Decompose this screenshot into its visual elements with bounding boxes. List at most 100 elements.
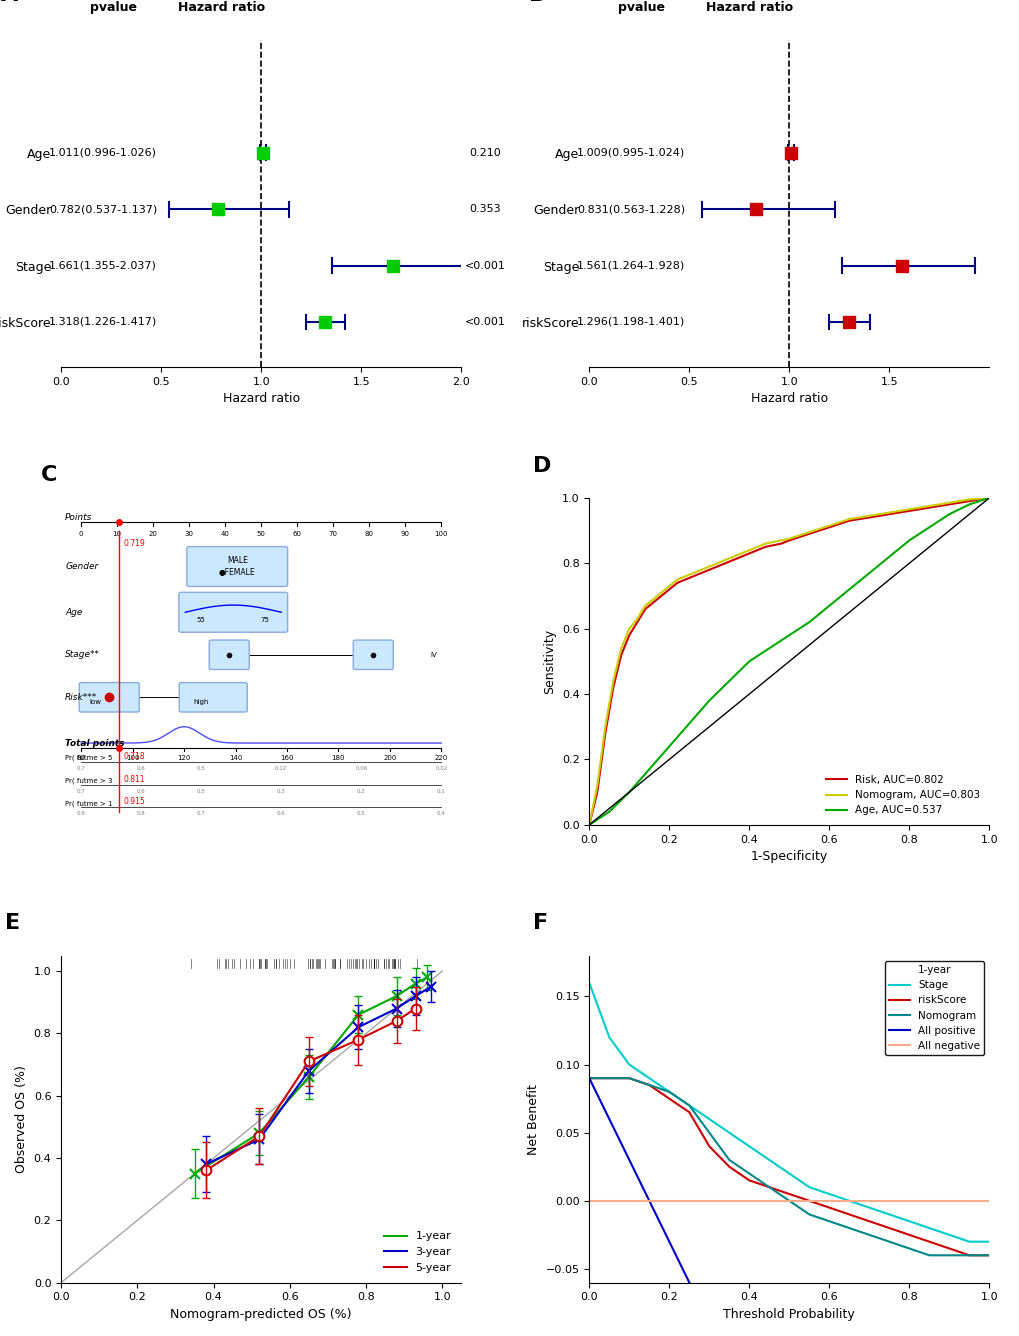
Nomogram, AUC=0.803 <box>654 585 666 601</box>
Nomogram, AUC=0.803 <box>606 673 619 689</box>
Risk, AUC=0.802 <box>718 556 731 572</box>
Text: E: E <box>5 914 20 934</box>
Text: pvalue: pvalue <box>90 0 137 13</box>
Line: Age, AUC=0.537: Age, AUC=0.537 <box>589 498 988 824</box>
Risk, AUC=0.802 <box>922 500 934 516</box>
Text: 75: 75 <box>261 617 269 623</box>
1-year <box>189 1165 201 1181</box>
FancyBboxPatch shape <box>353 640 393 669</box>
Text: 0.6: 0.6 <box>276 811 285 816</box>
Risk, AUC=0.802 <box>750 542 762 558</box>
Text: 180: 180 <box>331 755 344 762</box>
1-year <box>390 989 403 1005</box>
Risk, AUC=0.802 <box>843 513 855 529</box>
Text: 0.719: 0.719 <box>123 540 145 548</box>
Nomogram, AUC=0.803 <box>583 816 595 832</box>
Text: 0.8: 0.8 <box>137 811 146 816</box>
Text: 0.5: 0.5 <box>197 766 206 771</box>
Text: 30: 30 <box>184 530 194 537</box>
Risk, AUC=0.802 <box>687 568 699 584</box>
Nomogram, AUC=0.803 <box>843 512 855 528</box>
Text: high: high <box>193 700 209 705</box>
Age, AUC=0.537 <box>822 597 835 613</box>
Risk, AUC=0.802 <box>862 509 874 525</box>
Text: 0: 0 <box>78 530 84 537</box>
Line: 3-year: 3-year <box>206 987 430 1164</box>
Text: Hazard ratio: Hazard ratio <box>177 0 265 13</box>
3-year <box>390 1001 403 1017</box>
Age, AUC=0.537 <box>702 692 714 708</box>
Risk, AUC=0.802 <box>702 561 714 577</box>
Nomogram, AUC=0.803 <box>639 597 651 613</box>
Text: Pr( futme > 3: Pr( futme > 3 <box>65 778 112 784</box>
Age, AUC=0.537 <box>643 762 655 778</box>
Text: 200: 200 <box>383 755 396 762</box>
Line: 5-year: 5-year <box>206 1009 415 1170</box>
Age, AUC=0.537 <box>903 532 915 548</box>
Risk, AUC=0.802 <box>943 497 955 513</box>
Risk, AUC=0.802 <box>882 506 895 522</box>
Legend: 1-year, 3-year, 5-year: 1-year, 3-year, 5-year <box>380 1226 455 1277</box>
Nomogram, AUC=0.803 <box>631 611 643 627</box>
Age, AUC=0.537 <box>743 653 755 669</box>
Y-axis label: Observed OS (%): Observed OS (%) <box>15 1065 29 1173</box>
1-year <box>421 970 433 986</box>
Text: A: A <box>1 0 18 5</box>
Text: 0.782(0.537-1.137): 0.782(0.537-1.137) <box>49 204 157 214</box>
Text: 0.831(0.563-1.228): 0.831(0.563-1.228) <box>577 204 685 214</box>
Nomogram, AUC=0.803 <box>718 552 731 568</box>
Legend: 1-year, Stage, riskScore, Nomogram, All positive, All negative: 1-year, Stage, riskScore, Nomogram, All … <box>883 961 983 1055</box>
Nomogram, AUC=0.803 <box>750 538 762 554</box>
3-year <box>200 1156 212 1172</box>
Text: 50: 50 <box>257 530 265 537</box>
Text: 90: 90 <box>400 530 410 537</box>
Text: IV: IV <box>429 652 436 657</box>
Nomogram, AUC=0.803 <box>679 568 691 584</box>
Text: 0.210: 0.210 <box>469 148 500 158</box>
Text: 0.3: 0.3 <box>276 788 285 794</box>
3-year <box>253 1132 265 1148</box>
Text: 10: 10 <box>113 530 121 537</box>
Age, AUC=0.537 <box>943 506 955 522</box>
Text: <0.001: <0.001 <box>465 317 505 327</box>
Nomogram, AUC=0.803 <box>591 778 603 794</box>
Risk, AUC=0.802 <box>647 595 659 611</box>
FancyBboxPatch shape <box>178 592 287 632</box>
Nomogram, AUC=0.803 <box>695 561 707 577</box>
Nomogram, AUC=0.803 <box>882 505 895 521</box>
Nomogram, AUC=0.803 <box>822 517 835 533</box>
Text: 0.12: 0.12 <box>275 766 287 771</box>
Risk, AUC=0.802 <box>623 627 635 643</box>
Text: Gender: Gender <box>65 562 99 570</box>
Risk, AUC=0.802 <box>758 538 770 554</box>
Text: 0.9: 0.9 <box>76 811 86 816</box>
Risk, AUC=0.802 <box>583 816 595 832</box>
Text: 0.4: 0.4 <box>436 811 445 816</box>
Text: 120: 120 <box>177 755 191 762</box>
Nomogram, AUC=0.803 <box>671 572 683 588</box>
Text: Pr( futme > 5: Pr( futme > 5 <box>65 755 112 762</box>
Risk, AUC=0.802 <box>710 558 722 574</box>
Risk, AUC=0.802 <box>727 552 739 568</box>
Text: 60: 60 <box>292 530 302 537</box>
Nomogram, AUC=0.803 <box>922 498 934 514</box>
Text: 0.1: 0.1 <box>436 788 445 794</box>
Text: 0.353: 0.353 <box>469 204 500 214</box>
Text: 100: 100 <box>434 530 447 537</box>
Age, AUC=0.537 <box>623 784 635 800</box>
Nomogram, AUC=0.803 <box>662 578 675 595</box>
Nomogram, AUC=0.803 <box>903 501 915 517</box>
5-year <box>390 1013 403 1029</box>
Text: 1.318(1.226-1.417): 1.318(1.226-1.417) <box>49 317 157 327</box>
3-year <box>424 979 436 995</box>
Line: Risk, AUC=0.802: Risk, AUC=0.802 <box>589 498 988 824</box>
X-axis label: Nomogram-predicted OS (%): Nomogram-predicted OS (%) <box>170 1308 352 1321</box>
Risk, AUC=0.802 <box>743 545 755 561</box>
Risk, AUC=0.802 <box>598 725 610 741</box>
Risk, AUC=0.802 <box>631 615 643 631</box>
3-year <box>409 989 421 1005</box>
Risk, AUC=0.802 <box>679 572 691 588</box>
Text: 0.5: 0.5 <box>357 811 365 816</box>
Text: 0.2: 0.2 <box>357 788 365 794</box>
Text: Pr( futme > 1: Pr( futme > 1 <box>65 800 112 807</box>
